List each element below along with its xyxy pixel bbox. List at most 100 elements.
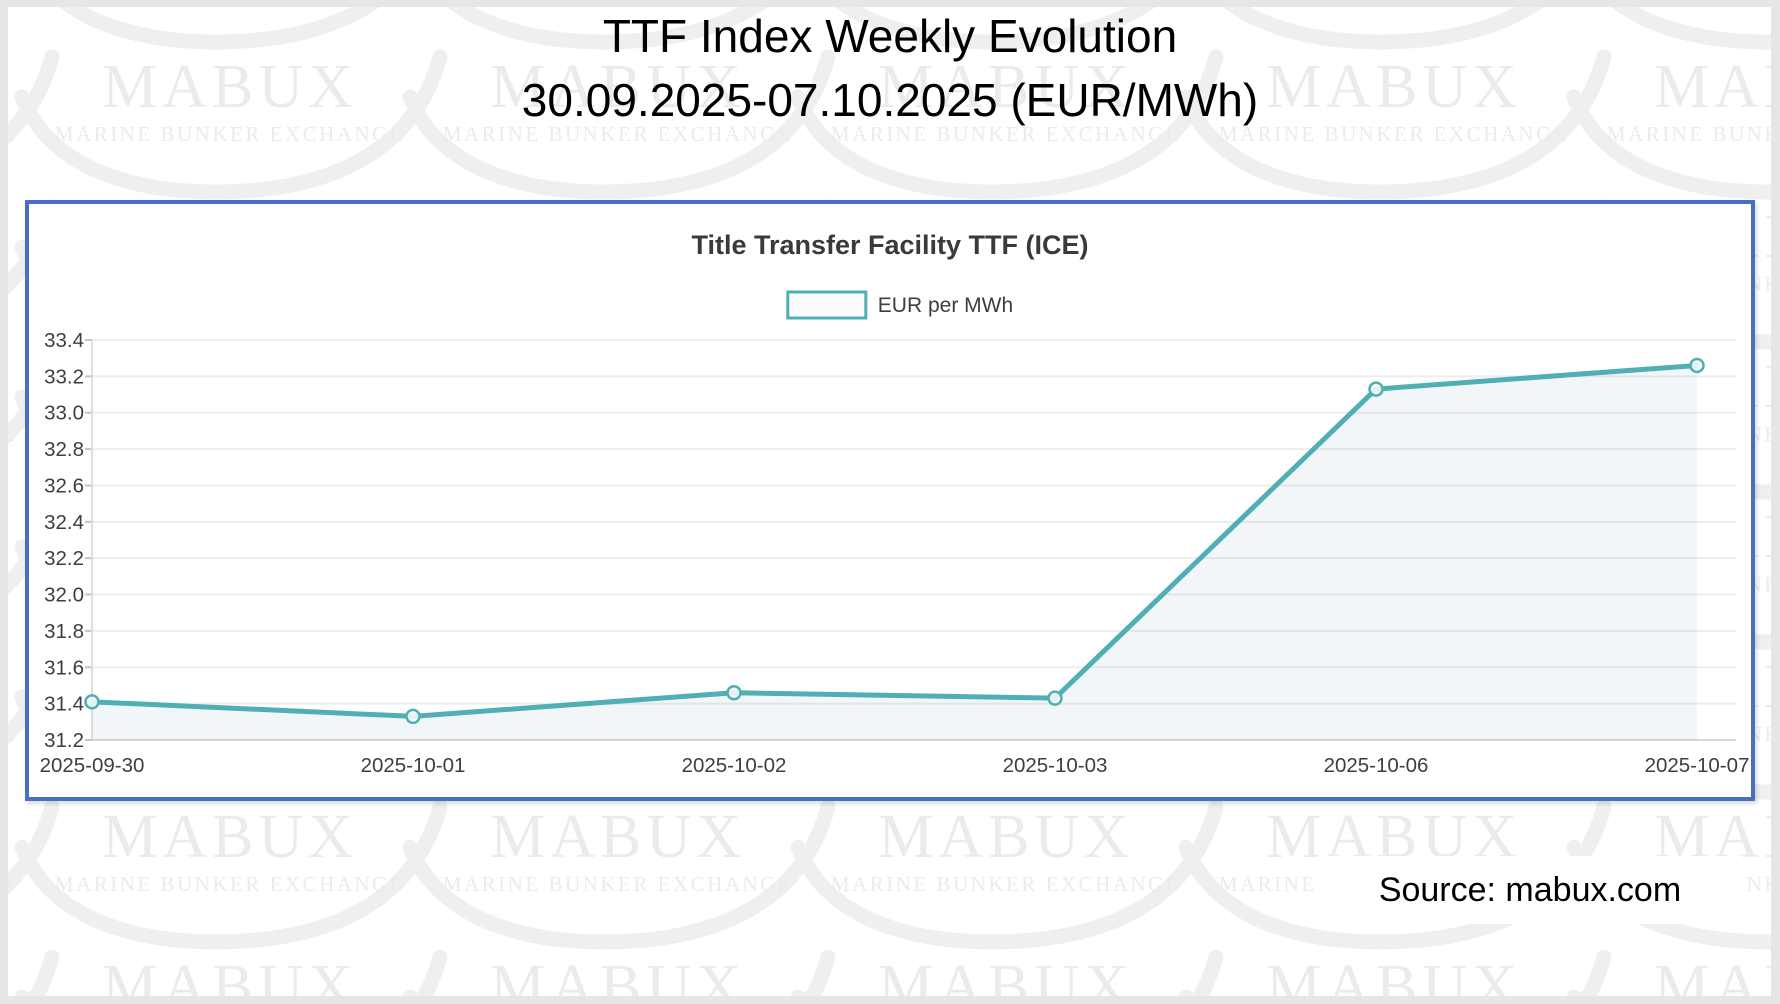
mabux-watermark-tile: MABUX MARINE BUNKER EXCHANGE [1566, 53, 1771, 200]
data-point-marker [726, 684, 742, 701]
watermark-swoosh [8, 49, 60, 145]
watermark-swoosh [8, 799, 60, 895]
watermark-tagline-text: MARINE BUNKER EXCHANGE [8, 572, 17, 596]
watermark-brand-text: MABUX [1654, 53, 1771, 121]
watermark-swoosh [402, 799, 836, 950]
mabux-watermark-tile: MABUX MARINE BUNKER EXCHANGE [790, 49, 1224, 200]
x-axis-label: 2025-10-06 [1324, 754, 1429, 777]
watermark-brand-text: MABUX [490, 803, 746, 871]
mabux-watermark-tile: MABUX MARINE BUNKER EXCHANGE [58, 7, 380, 50]
mabux-watermark-tile: MABUX MARINE BUNKER EXCHANGE [1222, 7, 1544, 50]
watermark-swoosh [1222, 7, 1544, 50]
watermark-tagline-text: MARINE BUNKER EXCHANGE [443, 872, 793, 896]
watermark-tagline-text: MARINE BUNKER EXCHANGE [8, 422, 17, 446]
mabux-watermark-tile: MABUX MARINE BUNKER EXCHANGE [402, 49, 836, 200]
x-axis-label: 2025-09-30 [40, 754, 145, 777]
x-axis-label: 2025-10-01 [361, 754, 466, 777]
watermark-tagline-text: MARINE BUNKER EXCHANGE [831, 122, 1181, 146]
watermark-brand-text: MABUX [490, 53, 746, 121]
mabux-watermark-tile: MABUX MARINE BUNKER EXCHANGE [14, 799, 448, 950]
watermark-swoosh [790, 49, 1224, 200]
page-title-line2: 30.09.2025-07.10.2025 (EUR/MWh) [521, 74, 1259, 126]
y-axis-label: 31.8 [44, 620, 84, 643]
mabux-watermark-tile: MABUX MARINE BUNKER EXCHANGE [8, 199, 60, 296]
y-axis-label: 32.0 [44, 584, 84, 607]
page-title-line1: TTF Index Weekly Evolution [602, 10, 1178, 62]
watermark-swoosh [1178, 49, 1612, 200]
watermark-tagline-text: MARINE BUNKER EXCHANGE [55, 872, 405, 896]
frame-edge-right [1771, 0, 1780, 1004]
mabux-watermark-tile: MABUX MARINE BUNKER EXCHANGE [402, 949, 836, 996]
y-axis-label: 31.4 [44, 693, 84, 716]
watermark-swoosh [402, 49, 836, 200]
frame-edge-left [0, 0, 8, 1004]
legend-label: EUR per MWh [878, 294, 1013, 317]
watermark-brand-text: MABUX [102, 953, 358, 996]
watermark-tagline-text: MARINE BUNKER EXCHANGE [55, 122, 405, 146]
legend-swatch [786, 290, 868, 320]
mabux-watermark-tile: MABUX MARINE BUNKER EXCHANGE [14, 49, 448, 200]
watermark-brand-text: MABUX [878, 803, 1134, 871]
watermark-tagline-text: MARINE BUNKER EXCHANGE [8, 122, 17, 146]
series-area [92, 365, 1697, 740]
watermark-swoosh [834, 7, 1156, 50]
watermark-brand-text: MABUX [490, 953, 746, 996]
series-line [89, 362, 1700, 719]
watermark-swoosh [8, 649, 60, 745]
watermark-brand-text: MABUX [878, 953, 1134, 996]
watermark-brand-text: MABUX [102, 53, 358, 121]
watermark-tagline-text: MARINE BUNKER EXCHANGE [1607, 122, 1771, 146]
watermark-brand-text: MABUX [102, 803, 358, 871]
mabux-watermark-tile: MABUX MARINE BUNKER EXCHANGE [790, 949, 1224, 996]
chart-title: Title Transfer Facility TTF (ICE) [691, 230, 1088, 260]
y-axis-label: 32.4 [44, 511, 84, 534]
y-axis-label: 33.4 [44, 329, 84, 352]
y-axis-label: 31.2 [44, 729, 84, 752]
y-axis-label: 32.6 [44, 474, 84, 497]
mabux-watermark-tile: MABUX MARINE BUNKER EXCHANGE [8, 499, 60, 596]
watermark-swoosh [8, 499, 60, 595]
watermark-tagline-text: MARINE BUNKER EXCHANGE [8, 272, 17, 296]
x-axis-label: 2025-10-07 [1645, 754, 1750, 777]
mabux-watermark-tile: MABUX MARINE BUNKER EXCHANGE [8, 349, 60, 446]
mabux-watermark-tile: MABUX MARINE BUNKER EXCHANGE [402, 799, 836, 950]
watermark-swoosh [14, 799, 448, 950]
watermark-tagline-text: MARINE BUNKER EXCHANGE [443, 122, 793, 146]
watermark-swoosh [446, 7, 768, 50]
ttf-line-chart: Title Transfer Facility TTF (ICE) EUR per… [29, 204, 1751, 797]
watermark-tagline-text: MARINE BUNKER EXCHANGE [8, 722, 17, 746]
watermark-swoosh [14, 49, 448, 200]
watermark-brand-text: MABUX [1266, 53, 1522, 121]
frame-edge-bottom [0, 996, 1780, 1004]
watermark-tagline-text: MARINE BUNKER EXCHANGE [1219, 122, 1569, 146]
mabux-watermark-tile: MABUX MARINE BUNKER EXCHANGE [834, 7, 1156, 50]
watermark-brand-text: MABUX [1654, 953, 1771, 996]
source-label: Source: mabux.com [1318, 856, 1742, 924]
data-point-marker [1368, 381, 1384, 397]
y-axis-label: 33.2 [44, 365, 84, 388]
chart-panel: Title Transfer Facility TTF (ICE) EUR per… [25, 200, 1755, 801]
data-point-marker [1689, 357, 1705, 374]
mabux-watermark-tile: MABUX MARINE BUNKER EXCHANGE [8, 799, 60, 896]
mabux-watermark-tile: MABUX MARINE BUNKER EXCHANGE [1178, 49, 1612, 200]
y-axis-label: 31.6 [44, 656, 84, 679]
mabux-watermark-tile: MABUX MARINE BUNKER EXCHANGE [8, 49, 60, 146]
watermark-tagline-text: MARINE BUNKER EXCHANGE [8, 872, 17, 896]
frame-edge-top [0, 0, 1780, 7]
watermark-swoosh [58, 7, 380, 50]
data-point-marker [405, 708, 421, 725]
mabux-watermark-tile: MABUX MARINE BUNKER EXCHANGE [8, 649, 60, 746]
mabux-watermark-tile: MABUX MARINE BUNKER EXCHANGE [14, 949, 448, 996]
x-axis-label: 2025-10-02 [682, 754, 787, 777]
mabux-watermark-tile: MABUX MARINE BUNKER EXCHANGE [790, 799, 1224, 950]
watermark-swoosh [1566, 89, 1771, 200]
watermark-tagline-text: MARINE BUNKER EXCHANGE [831, 872, 1181, 896]
watermark-swoosh [8, 199, 60, 295]
y-axis-label: 33.0 [44, 402, 84, 425]
y-axis-label: 32.8 [44, 438, 84, 461]
watermark-swoosh [790, 799, 1224, 950]
y-axis-label: 32.2 [44, 547, 84, 570]
x-axis-label: 2025-10-03 [1003, 754, 1108, 777]
mabux-watermark-tile: MABUX MARINE BUNKER EXCHANGE [1566, 953, 1771, 996]
watermark-brand-text: MABUX [1266, 953, 1522, 996]
